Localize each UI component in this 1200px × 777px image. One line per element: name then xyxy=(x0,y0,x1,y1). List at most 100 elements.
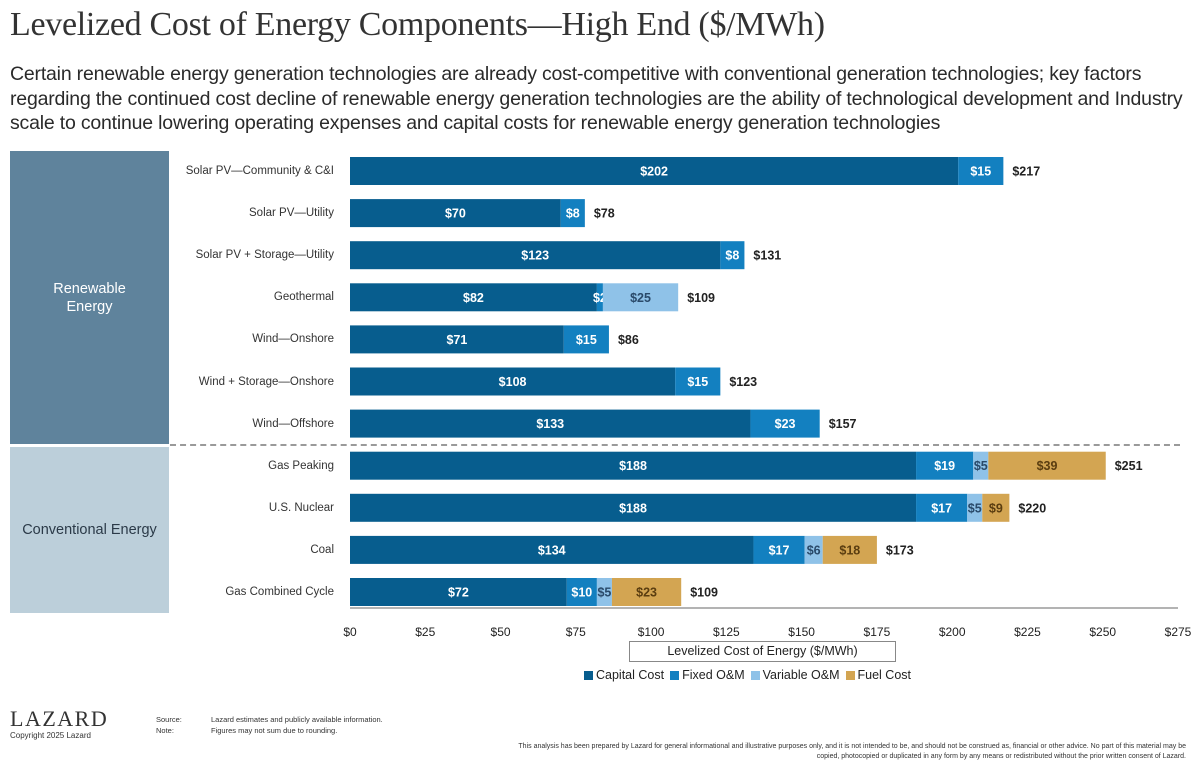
bar-segment-capital xyxy=(350,325,564,354)
total-value-label: $220 xyxy=(1018,501,1046,515)
total-value-label: $78 xyxy=(594,207,615,221)
segment-value-label: $10 xyxy=(571,586,592,600)
segment-value-label: $15 xyxy=(576,333,597,347)
note-label: Note: xyxy=(156,726,174,735)
bar-segment-fuel xyxy=(982,493,1010,522)
category-label: Wind—Onshore xyxy=(252,333,334,346)
group-renewable-label: Renewable Energy xyxy=(53,280,126,315)
segment-value-label: $23 xyxy=(636,586,657,600)
bar-segment-capital xyxy=(350,283,597,312)
segment-value-label: $82 xyxy=(463,291,484,305)
bar-segment-variable-om xyxy=(602,283,679,312)
legend-item-capital-cost: Capital Cost xyxy=(584,668,664,682)
category-label: Wind + Storage—Onshore xyxy=(198,375,334,388)
bar-segment-fixed-om xyxy=(596,283,603,312)
bar-segment-fixed-om xyxy=(720,241,745,270)
segment-value-label: $202 xyxy=(640,165,668,179)
segment-value-label: $18 xyxy=(839,543,860,557)
legend-item-fixed-om: Fixed O&M xyxy=(670,668,745,682)
segment-value-label: $5 xyxy=(968,501,982,515)
total-value-label: $157 xyxy=(829,417,857,431)
bar-segment-variable-om xyxy=(804,535,823,564)
legend: Capital Cost Fixed O&M Variable O&M Fuel… xyxy=(584,668,911,682)
x-tick-label: $50 xyxy=(491,625,511,639)
segment-value-label: $17 xyxy=(931,501,952,515)
segment-value-label: $108 xyxy=(499,375,527,389)
total-value-label: $123 xyxy=(729,375,757,389)
subtitle: Certain renewable energy generation tech… xyxy=(10,63,1183,134)
group-conventional-energy: Conventional Energy xyxy=(10,447,169,613)
group-divider xyxy=(170,444,1180,446)
legend-swatch-variable-om xyxy=(750,670,760,680)
legend-swatch-fuel xyxy=(845,670,855,680)
x-tick-label: $150 xyxy=(788,625,815,639)
segment-value-label: $134 xyxy=(538,543,566,557)
legend-swatch-capital xyxy=(584,670,593,680)
segment-value-label: $25 xyxy=(630,291,651,305)
x-tick-label: $275 xyxy=(1165,625,1192,639)
bar-segment-fixed-om xyxy=(675,367,721,396)
group-renewable-energy: Renewable Energy xyxy=(10,151,169,444)
legend-label: Capital Cost xyxy=(596,668,665,682)
bar-segment-fixed-om xyxy=(750,409,820,438)
page-title: Levelized Cost of Energy Components—High… xyxy=(10,6,825,43)
category-label: Solar PV—Utility xyxy=(249,207,334,220)
total-value-label: $217 xyxy=(1012,165,1040,179)
legend-swatch-fixed-om xyxy=(670,670,680,680)
bar-segment-capital xyxy=(350,535,754,564)
x-tick-label: $125 xyxy=(713,625,740,639)
bar-segment-capital xyxy=(350,578,567,606)
bar-segment-variable-om xyxy=(596,578,612,606)
bar-segment-fixed-om xyxy=(916,493,968,522)
segment-value-label: $123 xyxy=(521,249,549,263)
segment-value-label: $6 xyxy=(807,543,821,557)
category-label: Gas Peaking xyxy=(268,459,334,472)
source-text: Lazard estimates and publicly available … xyxy=(211,715,383,724)
bar-segment-capital xyxy=(350,451,917,480)
bar-segment-variable-om xyxy=(967,493,983,522)
category-label: Geothermal xyxy=(273,291,334,304)
segment-value-label: $72 xyxy=(448,586,469,600)
bar-segment-fixed-om xyxy=(566,578,597,606)
segment-value-label: $23 xyxy=(775,417,796,431)
lazard-logo: LAZARD xyxy=(10,706,109,731)
bar-segment-fuel xyxy=(822,535,877,564)
category-label: U.S. Nuclear xyxy=(268,501,334,514)
total-value-label: $86 xyxy=(618,333,639,347)
bar-segment-capital xyxy=(350,367,676,396)
source-label: Source: xyxy=(156,715,182,724)
group-conventional-label: Conventional Energy xyxy=(22,522,157,538)
bar-segment-fuel xyxy=(988,451,1106,480)
category-label: Wind—Offshore xyxy=(252,417,334,430)
segment-value-label: $17 xyxy=(769,543,790,557)
segment-value-label: $188 xyxy=(619,501,647,515)
note-text: Figures may not sum due to rounding. xyxy=(211,726,338,735)
bar-segment-fixed-om xyxy=(916,451,974,480)
bar-segment-capital xyxy=(350,409,751,438)
bar-segment-fixed-om xyxy=(753,535,805,564)
bar-segment-capital xyxy=(350,199,561,228)
x-tick-label: $0 xyxy=(343,625,357,639)
x-tick-label: $250 xyxy=(1089,625,1116,639)
disclaimer: This analysis has been prepared by Lazar… xyxy=(518,743,1186,760)
category-label: Solar PV—Community & C&I xyxy=(185,165,334,177)
category-label: Solar PV + Storage—Utility xyxy=(195,249,334,262)
segment-value-label: $19 xyxy=(934,459,955,473)
total-value-label: $131 xyxy=(753,249,781,263)
segment-value-label: $71 xyxy=(446,333,467,347)
segment-value-label: $8 xyxy=(725,249,739,263)
x-axis-title: Levelized Cost of Energy ($/MWh) xyxy=(629,641,896,662)
x-tick-label: $200 xyxy=(939,625,966,639)
legend-item-fuel-cost: Fuel Cost xyxy=(845,668,911,682)
segment-value-label: $133 xyxy=(536,417,564,431)
bar-segment-fixed-om xyxy=(563,325,609,354)
segment-value-label: $8 xyxy=(566,207,580,221)
bar-segment-capital xyxy=(350,241,721,270)
segment-value-label: $70 xyxy=(445,207,466,221)
copyright: Copyright 2025 Lazard xyxy=(10,731,91,740)
category-label: Gas Combined Cycle xyxy=(225,586,334,598)
segment-value-label: $39 xyxy=(1037,459,1058,473)
segment-value-label: $9 xyxy=(989,501,1003,515)
segment-value-label: $15 xyxy=(687,375,708,389)
